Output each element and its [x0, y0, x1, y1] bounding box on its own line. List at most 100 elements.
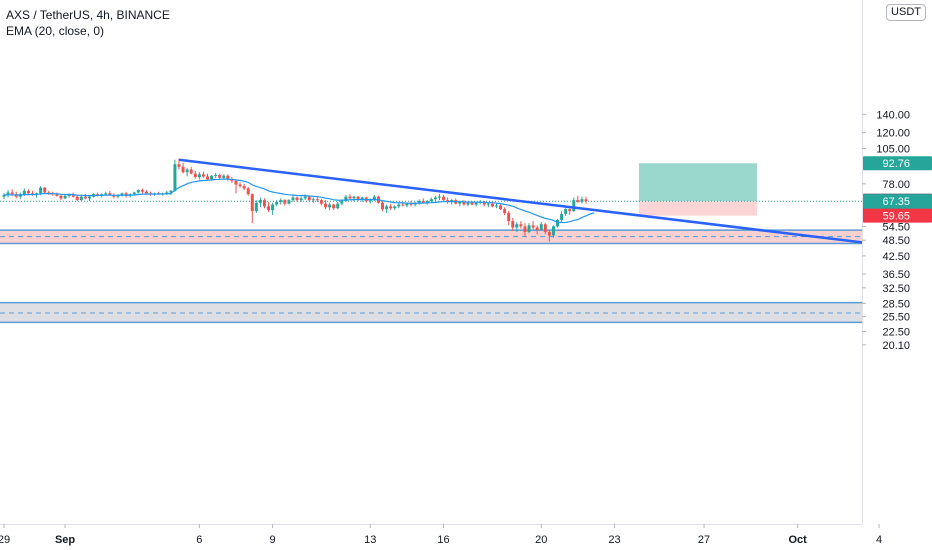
candle — [564, 206, 568, 216]
candle-body — [385, 206, 389, 210]
price-tick-label: 28.50 — [882, 298, 910, 310]
candle-body — [405, 203, 409, 206]
candle — [519, 221, 523, 229]
candle-body — [242, 186, 246, 189]
candle — [556, 218, 560, 228]
candle-body — [87, 196, 91, 199]
candle-body — [344, 196, 348, 201]
candle — [535, 225, 539, 235]
candle-body — [527, 225, 531, 232]
candle-body — [22, 190, 26, 195]
currency-badge[interactable]: USDT — [886, 4, 926, 21]
candle-body — [519, 224, 523, 227]
candle — [59, 194, 63, 201]
candle-body — [283, 200, 287, 204]
candle — [511, 217, 515, 231]
candle — [307, 195, 311, 201]
time-tick-label: 23 — [608, 534, 620, 546]
candle — [299, 196, 303, 202]
candle — [197, 172, 201, 180]
price-tag-value: 67.35 — [882, 196, 910, 208]
candle-body — [442, 196, 446, 201]
candle — [328, 202, 332, 211]
price-tick-label: 140.00 — [876, 109, 910, 121]
candle-body — [580, 199, 584, 202]
ema-line — [3, 178, 595, 224]
candle-body — [165, 192, 169, 194]
candle-body — [307, 196, 311, 201]
candle — [393, 205, 397, 211]
candle-body — [490, 203, 494, 207]
candle-body — [381, 202, 385, 210]
candle — [433, 195, 437, 201]
candle-body — [271, 204, 275, 211]
candle-body — [169, 190, 173, 193]
candle-body — [531, 225, 535, 228]
candle-body — [2, 194, 6, 197]
candle-body — [368, 200, 372, 202]
candle — [446, 197, 450, 204]
candle-body — [499, 205, 503, 210]
long-position-stop-zone — [638, 201, 757, 216]
price-tick-label: 120.00 — [876, 128, 910, 140]
candle-body — [267, 206, 271, 211]
candle — [539, 222, 543, 231]
candle — [201, 171, 205, 178]
candle-body — [63, 195, 67, 199]
candle — [417, 199, 421, 205]
candle — [515, 222, 519, 232]
candle-body — [83, 196, 87, 199]
candle — [560, 211, 564, 223]
candle-body — [572, 200, 576, 212]
candle — [503, 207, 507, 215]
candle-body — [568, 209, 572, 212]
candle-body — [287, 200, 291, 204]
candle-body — [262, 200, 266, 207]
candle-body — [458, 201, 462, 204]
candle — [315, 196, 319, 202]
candle — [291, 194, 295, 202]
candle-body — [136, 190, 140, 193]
candle-body — [120, 193, 124, 195]
candle-body — [291, 197, 295, 201]
price-tag-value: 92.76 — [882, 158, 910, 170]
candle-body — [503, 209, 507, 214]
candle — [238, 182, 242, 188]
candle-body — [258, 200, 262, 203]
candle — [185, 168, 189, 177]
price-tick-label: 22.50 — [882, 326, 910, 338]
price-tag-bg — [863, 208, 932, 223]
candle-body — [425, 200, 429, 203]
candle — [181, 162, 185, 174]
candle — [429, 197, 433, 203]
candle — [576, 195, 580, 203]
candle — [499, 204, 503, 211]
time-tick-label: 16 — [437, 534, 449, 546]
candle-body — [177, 164, 181, 167]
candle — [47, 190, 51, 195]
candle — [63, 194, 67, 200]
support-zone-lower-fill — [0, 302, 862, 323]
candle-body — [238, 184, 242, 187]
price-tick-label: 105.00 — [876, 143, 910, 155]
candle-body — [185, 169, 189, 173]
candle-body — [556, 220, 560, 227]
price-tick-label: 78.00 — [882, 179, 910, 191]
descending-trendline — [178, 158, 862, 244]
candle-body — [535, 227, 539, 230]
candle — [18, 192, 22, 200]
candle — [258, 197, 262, 208]
candle-body — [507, 213, 511, 222]
candle — [356, 195, 360, 201]
candle-body — [389, 206, 393, 209]
candle-body — [409, 203, 413, 205]
candle-body — [71, 194, 75, 197]
candle — [344, 194, 348, 202]
candle-body — [486, 203, 490, 205]
candle-body — [104, 193, 108, 195]
candle — [218, 173, 222, 180]
candle — [507, 211, 511, 226]
candle — [136, 189, 140, 194]
